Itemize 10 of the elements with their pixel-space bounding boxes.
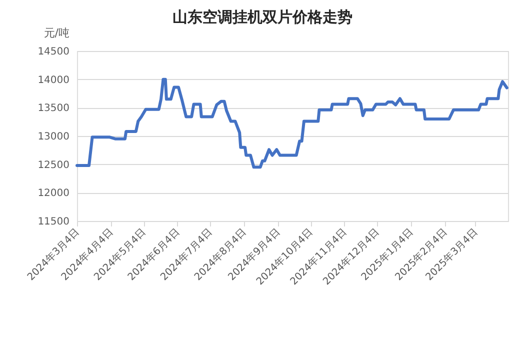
chart-title: 山东空调挂机双片价格走势 — [172, 8, 352, 26]
y-tick-label: 13500 — [38, 103, 70, 114]
y-tick-label: 12000 — [38, 188, 70, 200]
line-series — [76, 78, 508, 169]
y-tick-label: 13000 — [38, 132, 70, 142]
y-tick-label: 11500 — [38, 216, 70, 228]
y-tick-label: 14000 — [38, 74, 70, 86]
y-axis-title: 元/吨 — [44, 26, 70, 40]
y-tick-label: 12500 — [38, 160, 70, 171]
y-tick-label: 14500 — [38, 46, 70, 58]
